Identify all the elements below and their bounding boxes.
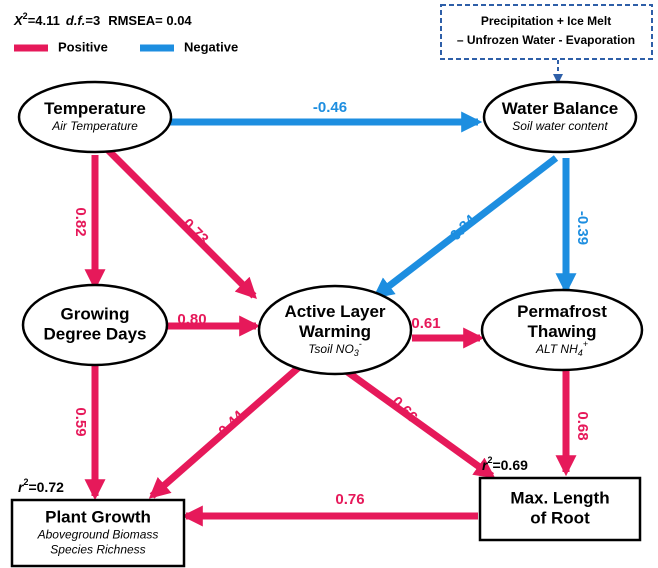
coefficient-label: 0.82 <box>72 207 89 236</box>
coefficient-label: 0.80 <box>177 311 206 328</box>
node-box <box>10 498 186 568</box>
node-title: Degree Days <box>43 324 146 343</box>
node-title: Warming <box>299 322 371 341</box>
coefficient-label: 0.61 <box>411 315 440 332</box>
note-line: Precipitation + Ice Melt <box>481 14 611 28</box>
legend-label: Positive <box>58 39 108 54</box>
node-subtitle: Aboveground Biomass <box>37 528 159 542</box>
node-title: Water Balance <box>502 99 619 118</box>
path-arrow <box>339 365 496 479</box>
node-subtitle: ALT NH4+ <box>535 339 588 358</box>
node-subtitle: Species Richness <box>50 543 145 557</box>
r-value: =0.69 <box>492 457 528 473</box>
node-subtitle: Air Temperature <box>51 119 138 133</box>
node-title: Permafrost <box>517 302 607 321</box>
subtitle-part: Tsoil NO <box>308 342 354 356</box>
r-sup: 2 <box>487 455 492 465</box>
coefficient-label: -0.46 <box>313 99 347 116</box>
r-base: r <box>482 457 489 473</box>
coefficient-label: 0.73 <box>179 215 212 248</box>
subtitle-part: + <box>583 339 588 349</box>
coefficient-label: -0.39 <box>574 211 591 245</box>
note-line: – Unfrozen Water - Evaporation <box>457 33 635 47</box>
subtitle-part: - <box>359 339 362 349</box>
r-value: =0.72 <box>28 479 64 495</box>
coefficient-label: 0.68 <box>574 411 591 440</box>
coefficient-label: 0.59 <box>72 407 89 436</box>
subtitle-part: ALT NH <box>535 342 578 356</box>
node-title: Active Layer <box>284 302 385 321</box>
path-arrow <box>105 147 257 299</box>
note-box <box>440 4 653 60</box>
node-ellipse <box>257 284 413 376</box>
r-squared: r2=0.69 <box>482 455 528 472</box>
r-sup: 2 <box>23 477 28 487</box>
path-arrow <box>372 155 559 299</box>
node-title: Max. Length <box>510 488 609 507</box>
legend-label: Negative <box>184 39 238 54</box>
node-title: Growing <box>61 304 130 323</box>
node-title: Temperature <box>44 99 146 118</box>
path-arrow <box>148 365 301 499</box>
r-squared: r2=0.72 <box>18 477 64 494</box>
node-subtitle: Soil water content <box>512 119 608 133</box>
coefficient-label: 0.76 <box>335 491 364 508</box>
subtitle-part: 4 <box>578 348 583 358</box>
node-title: Plant Growth <box>45 507 151 526</box>
node-ellipse <box>482 80 638 154</box>
node-ellipse <box>17 80 173 154</box>
subtitle-part: 3 <box>354 348 359 358</box>
r-base: r <box>18 479 25 495</box>
fit-stats: X2=4.11 d.f.=3 RMSEA= 0.04 <box>13 11 192 28</box>
node-title: of Root <box>530 508 590 527</box>
node-title: Thawing <box>528 322 597 341</box>
node-subtitle: Tsoil NO3- <box>308 339 362 358</box>
node-ellipse <box>480 288 644 372</box>
node-ellipse <box>21 283 169 367</box>
node-box <box>478 476 642 542</box>
